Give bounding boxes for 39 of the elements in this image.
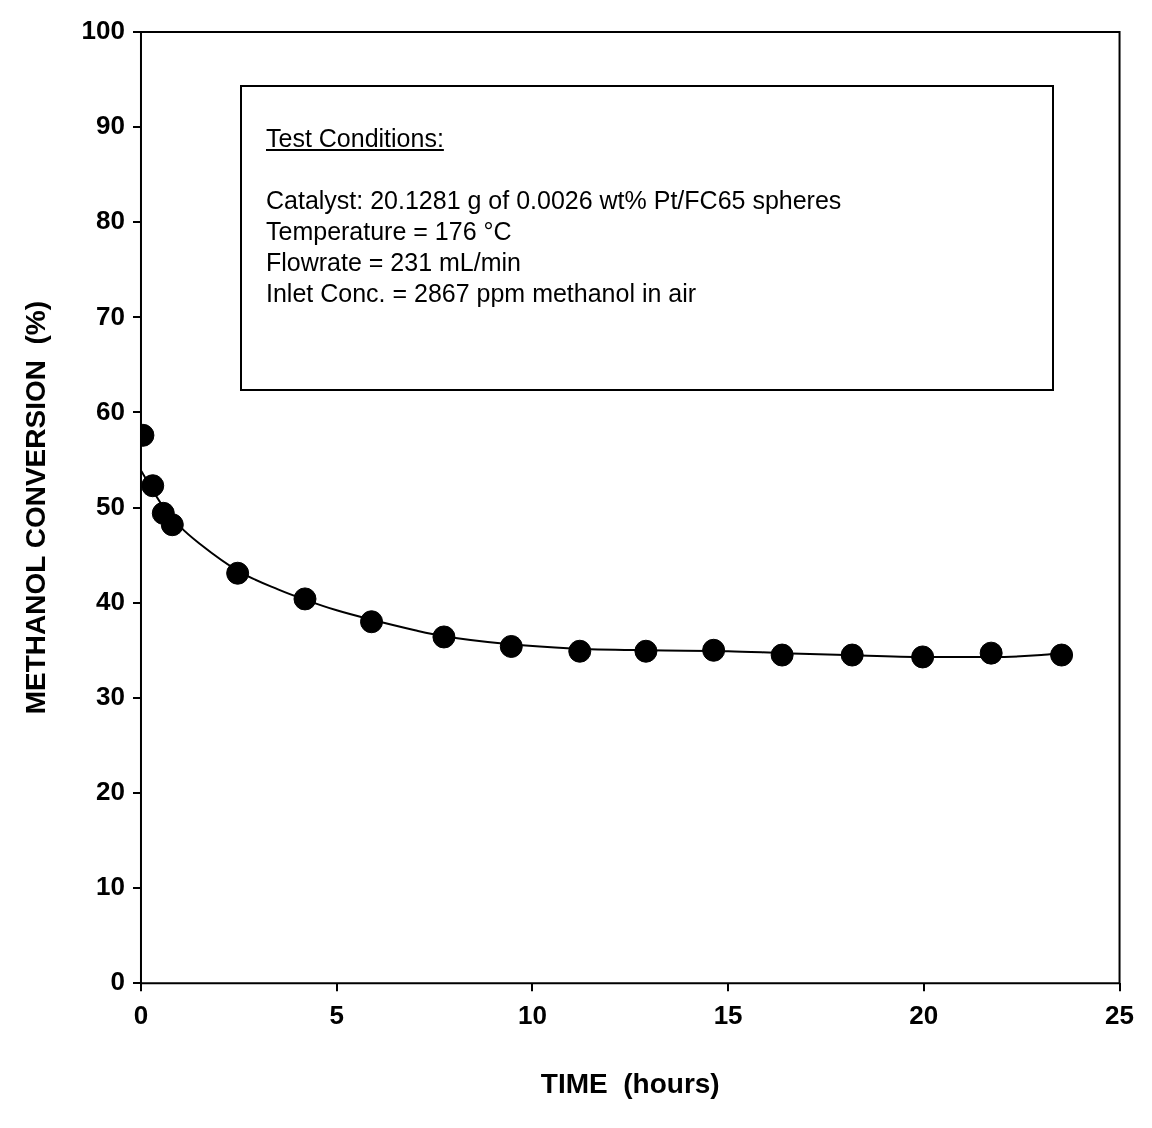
x-tick-label: 25	[1105, 999, 1134, 1030]
x-tick-label: 10	[517, 999, 547, 1030]
point	[499, 634, 523, 658]
y-tick-label: 30	[96, 681, 125, 712]
y-axis-title: METHANOL CONVERSION (%)	[19, 300, 51, 715]
x-tick-label: 0	[133, 999, 149, 1030]
y-tick-label: 50	[96, 490, 125, 521]
x-tick-label: 15	[713, 999, 743, 1030]
point	[770, 643, 794, 667]
x-tick-label: 5	[329, 999, 344, 1030]
point	[160, 513, 184, 537]
point	[226, 561, 250, 585]
point	[1050, 643, 1074, 667]
y-tick-label: 70	[96, 300, 125, 331]
y-tick-label: 100	[81, 15, 125, 46]
point	[911, 645, 935, 669]
point	[634, 639, 658, 663]
x-axis-title: TIME (hours)	[540, 1067, 720, 1099]
point	[840, 643, 864, 667]
y-tick-label: 80	[96, 205, 125, 236]
point	[141, 474, 165, 498]
annotation: Temperature = 176 °C	[266, 217, 512, 245]
point	[432, 625, 456, 649]
point	[360, 610, 384, 634]
annotation: Test Conditions:	[266, 124, 444, 152]
y-tick-label: 0	[110, 966, 125, 997]
y-tick-label: 90	[96, 110, 125, 141]
annotation: Inlet Conc. = 2867 ppm methanol in air	[266, 279, 697, 307]
point	[293, 587, 317, 611]
annotation: Flowrate = 231 mL/min	[266, 248, 521, 276]
x-tick-label: 20	[909, 999, 939, 1030]
point	[979, 641, 1003, 665]
y-tick-label: 10	[96, 871, 125, 902]
point	[568, 639, 592, 663]
point	[702, 638, 726, 662]
y-tick-label: 60	[96, 395, 125, 426]
annotation: Catalyst: 20.1281 g of 0.0026 wt% Pt/FC65 spheres	[266, 186, 842, 214]
y-tick-label: 40	[96, 585, 125, 616]
y-tick-label: 20	[96, 776, 125, 807]
